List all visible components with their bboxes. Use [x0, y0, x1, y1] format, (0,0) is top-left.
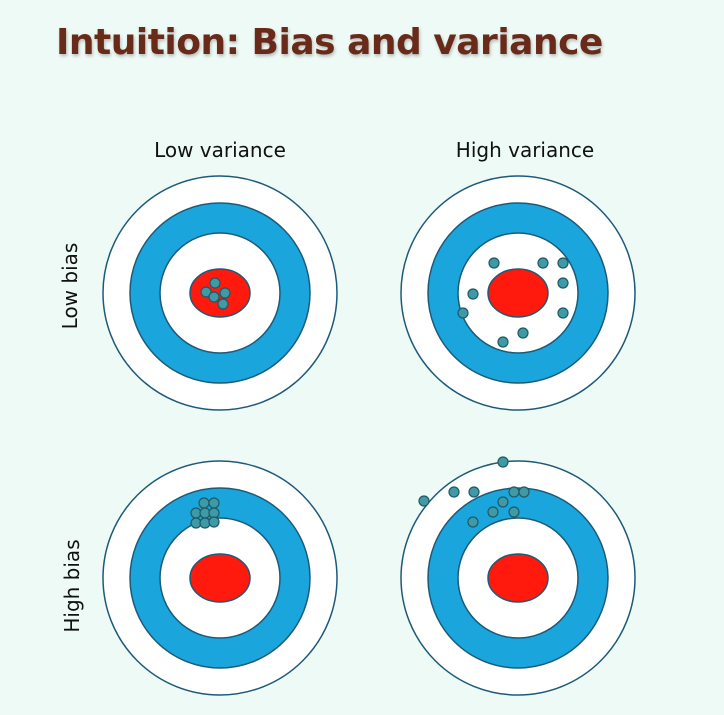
shot — [208, 291, 220, 303]
shot — [457, 307, 469, 319]
target-bullseye — [189, 553, 251, 603]
shot — [468, 486, 480, 498]
shot-cluster — [190, 497, 220, 529]
shot — [537, 257, 549, 269]
shot-cluster — [200, 277, 231, 310]
shot — [518, 486, 530, 498]
shot — [557, 307, 569, 319]
shot — [219, 287, 231, 299]
target-low-bias-high-variance — [400, 175, 636, 411]
column-label-low-variance: Low variance — [154, 138, 286, 162]
shot-cluster — [457, 257, 569, 348]
target-high-bias-low-variance — [102, 460, 338, 696]
target-bullseye — [487, 268, 549, 318]
shot — [557, 257, 569, 269]
shot — [448, 486, 460, 498]
shot — [508, 506, 520, 518]
shot — [557, 277, 569, 289]
shot — [209, 277, 221, 289]
shot — [467, 288, 479, 300]
shot — [497, 456, 509, 468]
shot — [497, 336, 509, 348]
target-low-bias-low-variance — [102, 175, 338, 411]
shot — [508, 486, 520, 498]
target-high-bias-high-variance — [400, 456, 636, 696]
shot — [217, 298, 229, 310]
shot — [200, 286, 212, 298]
shot — [418, 495, 430, 507]
shot — [467, 516, 479, 528]
page-title: Intuition: Bias and variance — [56, 22, 603, 63]
shot — [488, 257, 500, 269]
shot-cluster — [418, 456, 530, 528]
shot — [198, 497, 210, 509]
shot — [208, 516, 220, 528]
shot — [487, 506, 499, 518]
shot — [208, 497, 220, 509]
column-label-high-variance: High variance — [455, 138, 595, 162]
target-bullseye — [487, 553, 549, 603]
shot — [497, 496, 509, 508]
shot — [517, 327, 529, 339]
